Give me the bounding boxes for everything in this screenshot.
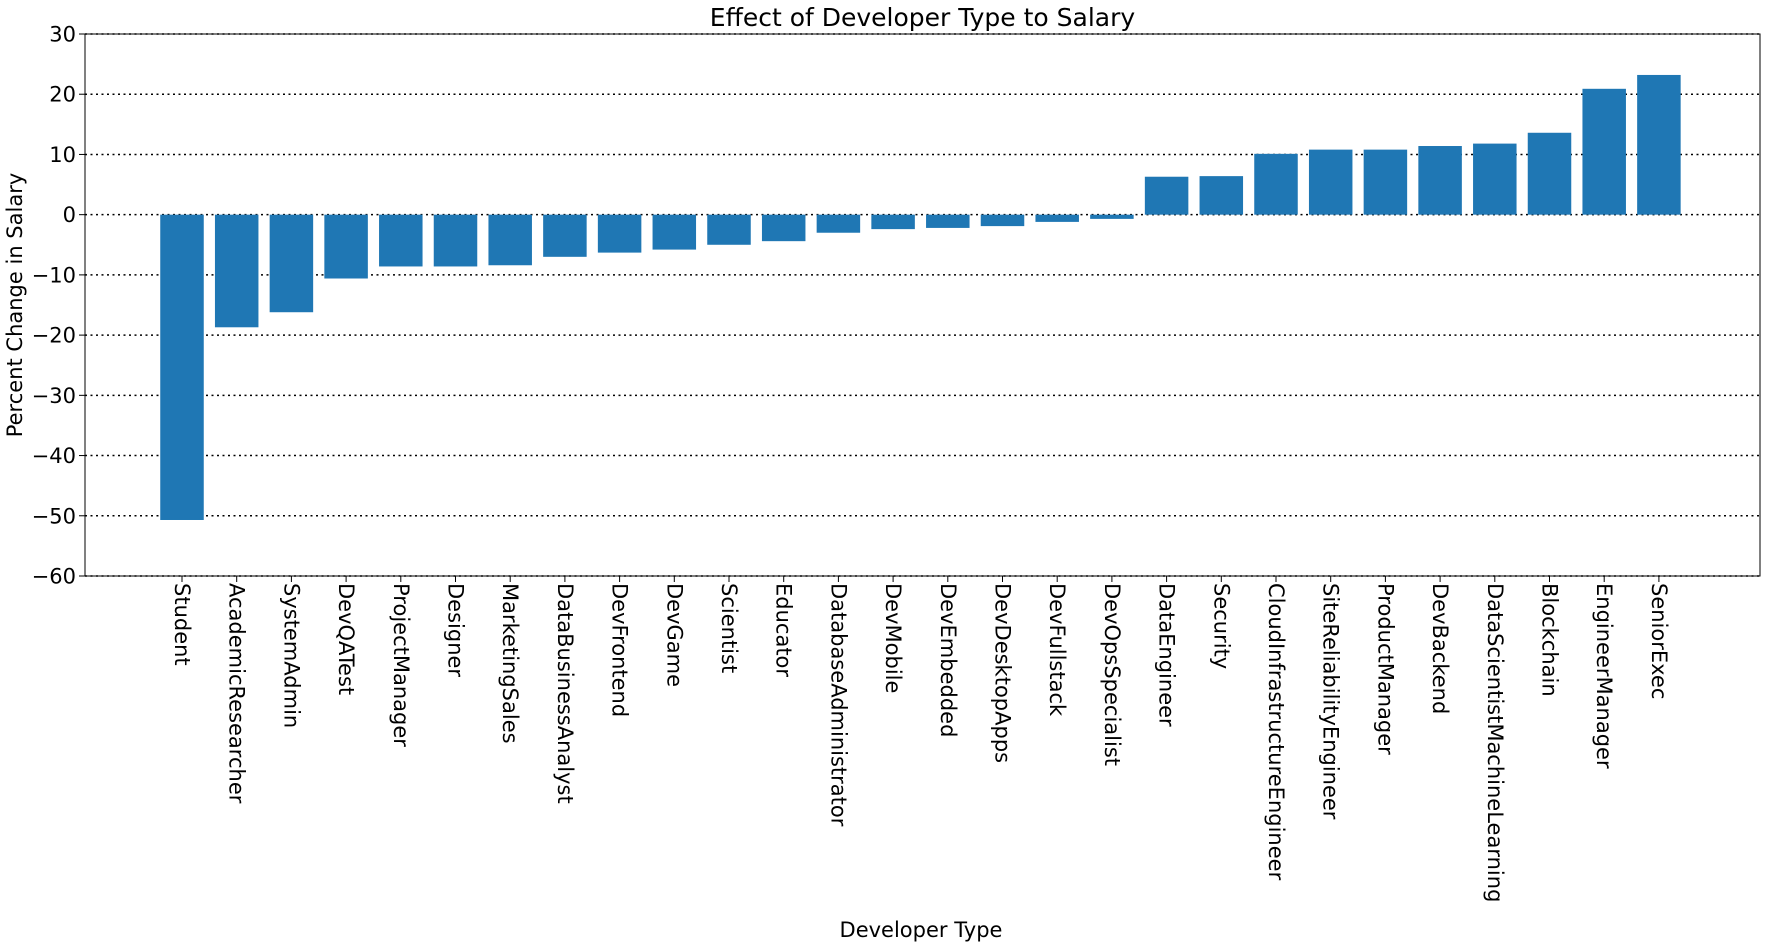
x-tick-label: Security bbox=[1209, 583, 1233, 669]
bar-devmobile bbox=[871, 214, 915, 230]
y-tick-label: −30 bbox=[32, 384, 76, 408]
x-tick-label: DataScientistMachineLearning bbox=[1483, 583, 1507, 902]
bar-dataengineer bbox=[1144, 176, 1189, 215]
bar-devfrontend bbox=[597, 214, 642, 253]
x-tick-label: DataBusinessAnalyst bbox=[553, 583, 577, 804]
x-tick-label: DevMobile bbox=[881, 583, 905, 693]
bar-systemadmin bbox=[269, 214, 314, 313]
x-tick-label: ProductManager bbox=[1373, 583, 1397, 755]
x-tick-label: DevBackend bbox=[1428, 583, 1452, 714]
x-tick-label: DataEngineer bbox=[1155, 583, 1179, 727]
x-tick-label: DevFrontend bbox=[608, 583, 632, 717]
x-tick-label: EngineerManager bbox=[1592, 583, 1616, 769]
bar-devopsspecialist bbox=[1090, 214, 1134, 219]
bar-databaseadministrator bbox=[816, 214, 861, 233]
x-tick-label: Blockchain bbox=[1538, 583, 1562, 697]
bars bbox=[160, 74, 1681, 520]
x-tick-label: CloudInfrastructureEngineer bbox=[1264, 583, 1288, 881]
y-tick-label: 10 bbox=[49, 143, 76, 167]
bar-sitereliabilityengineer bbox=[1308, 149, 1353, 215]
bar-marketingsales bbox=[488, 214, 532, 266]
y-tick-label: 20 bbox=[49, 83, 76, 107]
x-tick-label: Educator bbox=[772, 583, 796, 677]
bar-scientist bbox=[707, 214, 751, 245]
x-tick-label: DevGame bbox=[662, 583, 686, 687]
bar-devembedded bbox=[926, 214, 970, 228]
x-tick-label: DatabaseAdministrator bbox=[826, 583, 850, 827]
y-tick-label: 0 bbox=[63, 203, 76, 227]
x-tick-label: DevEmbedded bbox=[936, 583, 960, 737]
bar-devfullstack bbox=[1035, 214, 1079, 222]
bar-projectmanager bbox=[379, 214, 423, 267]
plot-frame bbox=[84, 33, 1761, 577]
bar-devgame bbox=[652, 214, 697, 250]
bar-security bbox=[1199, 176, 1244, 215]
x-tick-label: ProjectManager bbox=[389, 583, 413, 747]
x-tick-label: Scientist bbox=[717, 583, 741, 673]
bar-databusinessanalyst bbox=[543, 214, 587, 257]
bar-student bbox=[160, 214, 204, 520]
x-axis-label: Developer Type bbox=[840, 918, 1003, 942]
x-tick-label: Student bbox=[170, 583, 194, 666]
y-tick-label: −10 bbox=[32, 263, 76, 287]
y-tick-label: 30 bbox=[49, 23, 76, 47]
y-axis-label: Percent Change in Salary bbox=[3, 173, 27, 438]
x-tick-label: DevOpsSpecialist bbox=[1100, 583, 1124, 766]
x-axis-ticks: Student AcademicResearcher SystemAdmin DevQ… bbox=[170, 576, 1671, 902]
bar-productmanager bbox=[1363, 149, 1408, 215]
bar-educator bbox=[761, 214, 806, 242]
bar-devdesktopapps bbox=[980, 214, 1025, 227]
bar-designer bbox=[433, 214, 478, 267]
chart-title: Effect of Developer Type to Salary bbox=[710, 3, 1136, 32]
bar-seniorexec bbox=[1637, 74, 1681, 215]
bar-blockchain bbox=[1527, 132, 1572, 215]
y-tick-label: −50 bbox=[32, 504, 76, 528]
x-tick-label: SiteReliabilityEngineer bbox=[1319, 583, 1343, 820]
x-tick-label: SeniorExec bbox=[1647, 583, 1671, 699]
grid-lines bbox=[85, 33, 1760, 577]
y-tick-label: −20 bbox=[32, 324, 76, 348]
bar-devbackend bbox=[1418, 146, 1462, 215]
bar-academicresearcher bbox=[214, 214, 259, 328]
bar-devqatest bbox=[324, 214, 368, 279]
y-tick-label: −60 bbox=[32, 565, 76, 589]
x-tick-label: MarketingSales bbox=[498, 583, 522, 744]
x-tick-label: AcademicResearcher bbox=[225, 583, 249, 804]
x-tick-label: SystemAdmin bbox=[279, 583, 303, 728]
bar-engineermanager bbox=[1582, 88, 1626, 215]
x-tick-label: DevQATest bbox=[334, 583, 358, 695]
y-axis-ticks: −60 −50 −40 −30 −20 −10 0 10 20 30 bbox=[32, 23, 85, 589]
x-tick-label: DevDesktopApps bbox=[991, 583, 1015, 763]
x-tick-label: DevFullstack bbox=[1045, 583, 1069, 717]
y-tick-label: −40 bbox=[32, 444, 76, 468]
bar-cloudinfrastructureengineer bbox=[1254, 153, 1298, 215]
x-tick-label: Designer bbox=[444, 583, 468, 677]
bar-datascientistmachinelearning bbox=[1473, 143, 1517, 215]
